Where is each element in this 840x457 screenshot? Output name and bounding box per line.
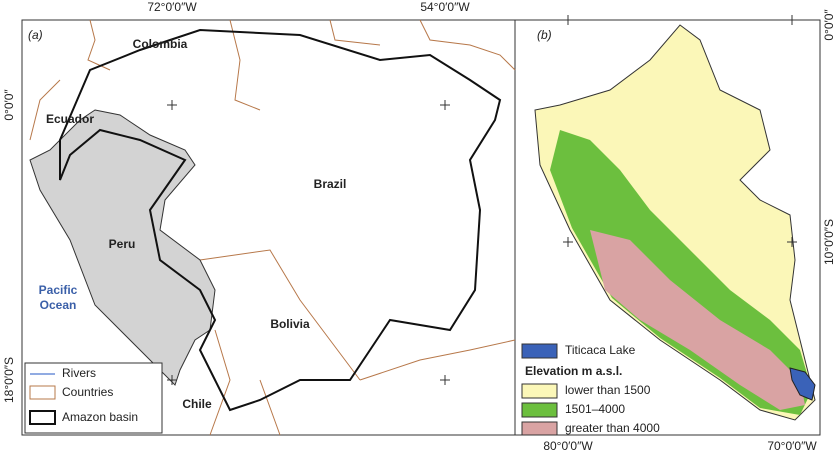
legend-label: lower than 1500 <box>565 383 651 397</box>
coordinate-label: 72°0′0″W <box>147 0 197 14</box>
place-label: Colombia <box>133 37 188 51</box>
legend-label: 1501–4000 <box>565 402 625 416</box>
legend-a: Rivers Countries Amazon basin <box>24 362 163 434</box>
coordinate-label: 18°0′0″S <box>2 357 16 403</box>
legend-label: Amazon basin <box>62 410 138 424</box>
place-label: Peru <box>109 237 136 251</box>
legend-swatch <box>521 383 558 399</box>
legend-b: Titicaca Lake Elevation m a.s.l. lower t… <box>521 343 660 436</box>
panel-a-map <box>29 19 516 436</box>
legend-swatch <box>521 402 558 418</box>
graticule-cross <box>167 100 450 385</box>
country-borders <box>29 19 516 436</box>
panel-label: (b) <box>537 28 552 42</box>
legend-swatch <box>29 385 56 400</box>
coordinate-label: 80°0′0″W <box>543 439 593 453</box>
legend-label: Titicaca Lake <box>565 343 636 357</box>
place-label: Bolivia <box>270 317 310 331</box>
coordinate-label: 70°0′0″W <box>767 439 817 453</box>
coordinate-label: 0°0′0″ <box>822 9 836 41</box>
amazon-basin <box>59 28 502 412</box>
legend-swatch <box>29 410 56 425</box>
panel-label: (a) <box>28 28 43 42</box>
ocean-label: Pacific <box>39 283 78 297</box>
legend-swatch <box>521 343 558 359</box>
ocean-label: Ocean <box>40 298 77 312</box>
highland-area <box>590 230 805 410</box>
titicaca-lake <box>789 367 816 401</box>
legend-label: Rivers <box>62 366 96 380</box>
coordinate-label: 54°0′0″W <box>420 0 470 14</box>
place-label: Ecuador <box>46 112 94 126</box>
legend-title: Elevation m a.s.l. <box>525 364 622 378</box>
legend-label: greater than 4000 <box>565 421 660 435</box>
graticule-cross <box>563 15 797 247</box>
peru-area <box>29 109 216 386</box>
place-label: Brazil <box>314 177 347 191</box>
coordinate-label: 0°0′0″ <box>2 89 16 121</box>
panel-b-map <box>534 15 816 421</box>
legend-label: Countries <box>62 385 113 399</box>
coordinate-label: 10°0′0″S <box>822 219 836 265</box>
place-label: Chile <box>182 397 212 411</box>
legend-swatch <box>521 421 558 436</box>
